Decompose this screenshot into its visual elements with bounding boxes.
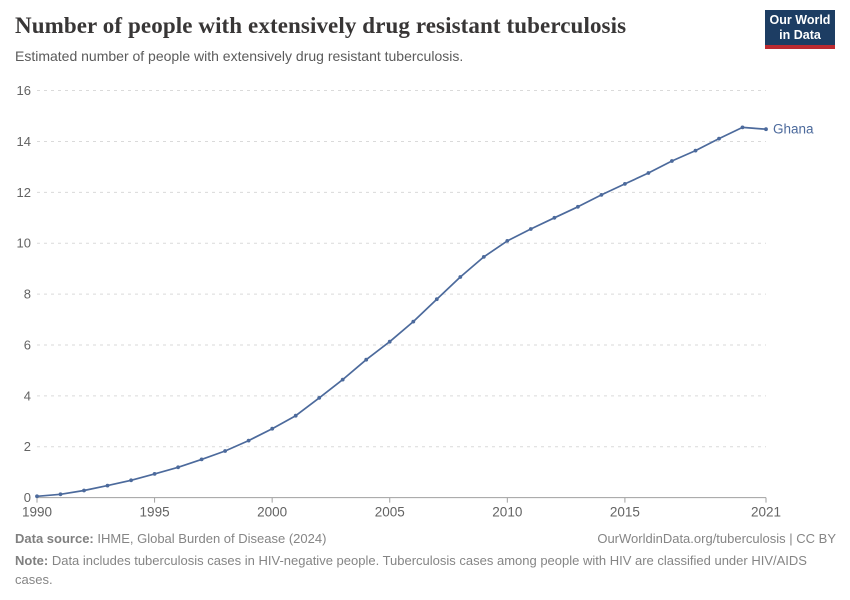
data-point[interactable]	[58, 492, 63, 497]
data-point[interactable]	[35, 494, 39, 499]
series-end-label[interactable]: Ghana	[773, 122, 814, 137]
x-tick-label: 2015	[610, 505, 640, 520]
data-point[interactable]	[764, 127, 768, 132]
x-tick-label: 1990	[22, 505, 52, 520]
y-tick-label: 14	[17, 134, 31, 149]
note-label: Note:	[15, 553, 49, 568]
page-title: Number of people with extensively drug r…	[15, 13, 627, 38]
line-chart: 0 2 4 6 8 10 12 14 16 1990 1995 2000 2005 2010 2015 202…	[0, 80, 850, 525]
x-tick-label: 1995	[140, 505, 170, 520]
data-point[interactable]	[364, 357, 369, 362]
chart-subtitle: Estimated number of people with extensiv…	[15, 47, 464, 64]
y-tick-label: 10	[17, 236, 31, 251]
data-point[interactable]	[129, 478, 134, 483]
data-point[interactable]	[199, 457, 204, 462]
data-point[interactable]	[623, 182, 627, 186]
data-point[interactable]	[599, 193, 604, 197]
data-point[interactable]	[552, 215, 557, 220]
data-source: Data source: IHME, Global Burden of Dise…	[15, 531, 326, 546]
data-point[interactable]	[340, 377, 345, 382]
y-tick-label: 16	[17, 83, 31, 98]
data-point[interactable]	[387, 339, 392, 344]
y-tick-label: 6	[24, 337, 31, 352]
x-tick-label: 2005	[375, 505, 405, 520]
x-tick-label: 2000	[257, 505, 287, 520]
data-point[interactable]	[458, 275, 463, 279]
chart-header: Number of people with extensively drug r…	[0, 0, 850, 64]
y-tick-label: 8	[24, 287, 31, 302]
note-text: Data includes tuberculosis cases in HIV-…	[15, 553, 807, 587]
y-tick-label: 2	[24, 439, 31, 454]
y-tick-label: 4	[24, 388, 31, 403]
data-point[interactable]	[740, 125, 745, 130]
data-point[interactable]	[670, 159, 674, 163]
data-point[interactable]	[717, 136, 721, 141]
chart-canvas: 0 2 4 6 8 10 12 14 16 1990 1995 2000 2005 2010 2015 202…	[17, 83, 814, 520]
data-point[interactable]	[317, 396, 322, 400]
data-point[interactable]	[411, 319, 416, 324]
data-point[interactable]	[293, 413, 298, 418]
data-point[interactable]	[693, 148, 698, 153]
data-source-label: Data source:	[15, 531, 94, 546]
data-point[interactable]	[223, 449, 228, 453]
data-point[interactable]	[481, 255, 486, 259]
data-source-text: IHME, Global Burden of Disease (2024)	[93, 531, 327, 546]
owid-logo[interactable]: Our World in Data	[765, 10, 835, 49]
y-tick-label: 12	[17, 185, 31, 200]
trend-line[interactable]	[36, 126, 767, 498]
data-point[interactable]	[528, 227, 533, 231]
data-point[interactable]	[246, 438, 251, 443]
x-tick-label: 2021	[751, 505, 781, 520]
chart-note: Note: Data includes tuberculosis cases i…	[15, 552, 836, 590]
owid-logo-line2: in Data	[779, 27, 821, 42]
y-tick-label: 0	[24, 490, 31, 505]
data-point[interactable]	[434, 297, 439, 302]
data-point[interactable]	[82, 488, 86, 493]
data-point[interactable]	[270, 426, 275, 431]
data-point[interactable]	[646, 171, 651, 175]
owid-logo-line1: Our World	[769, 12, 831, 27]
data-point[interactable]	[576, 204, 580, 209]
data-point[interactable]	[105, 483, 110, 488]
rights-link[interactable]: OurWorldinData.org/tuberculosis | CC BY	[597, 531, 836, 546]
x-tick-label: 2010	[492, 505, 522, 520]
data-point[interactable]	[505, 239, 510, 243]
data-point[interactable]	[176, 465, 181, 470]
chart-footer: Data source: IHME, Global Burden of Dise…	[15, 531, 836, 590]
data-point[interactable]	[152, 472, 157, 476]
